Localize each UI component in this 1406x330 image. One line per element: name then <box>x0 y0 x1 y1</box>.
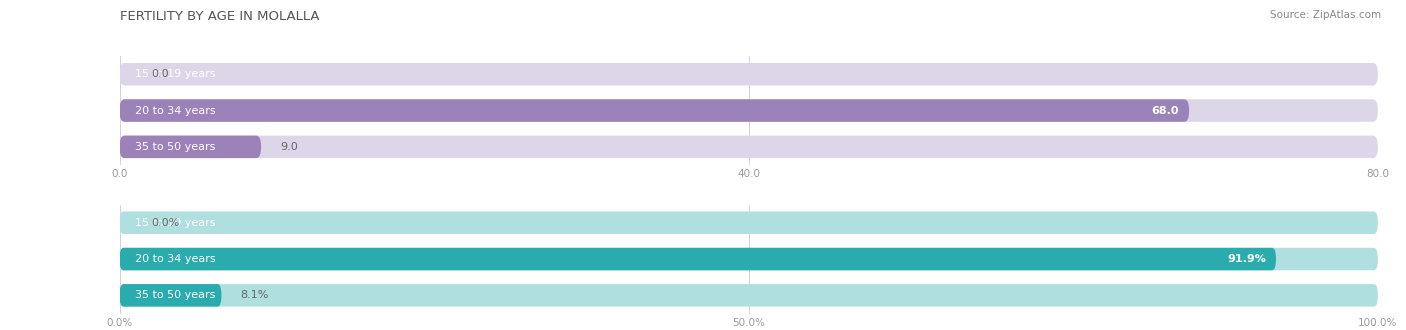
FancyBboxPatch shape <box>120 136 1378 158</box>
FancyBboxPatch shape <box>120 63 1378 85</box>
Text: 8.1%: 8.1% <box>240 290 269 300</box>
Text: 0.0%: 0.0% <box>150 218 179 228</box>
FancyBboxPatch shape <box>120 99 1189 122</box>
FancyBboxPatch shape <box>120 284 1378 307</box>
Text: 20 to 34 years: 20 to 34 years <box>135 254 215 264</box>
Text: 9.0: 9.0 <box>280 142 298 152</box>
FancyBboxPatch shape <box>120 212 1378 234</box>
Text: Source: ZipAtlas.com: Source: ZipAtlas.com <box>1270 10 1381 20</box>
Text: 15 to 19 years: 15 to 19 years <box>135 218 215 228</box>
FancyBboxPatch shape <box>120 284 221 307</box>
FancyBboxPatch shape <box>120 248 1378 270</box>
Text: 35 to 50 years: 35 to 50 years <box>135 290 215 300</box>
FancyBboxPatch shape <box>120 99 1378 122</box>
Text: 91.9%: 91.9% <box>1227 254 1265 264</box>
Text: 0.0: 0.0 <box>150 69 169 79</box>
FancyBboxPatch shape <box>120 136 262 158</box>
Text: 15 to 19 years: 15 to 19 years <box>135 69 215 79</box>
Text: 68.0: 68.0 <box>1152 106 1180 116</box>
Text: 35 to 50 years: 35 to 50 years <box>135 142 215 152</box>
FancyBboxPatch shape <box>120 248 1277 270</box>
Text: 20 to 34 years: 20 to 34 years <box>135 106 215 116</box>
Text: FERTILITY BY AGE IN MOLALLA: FERTILITY BY AGE IN MOLALLA <box>120 10 319 23</box>
